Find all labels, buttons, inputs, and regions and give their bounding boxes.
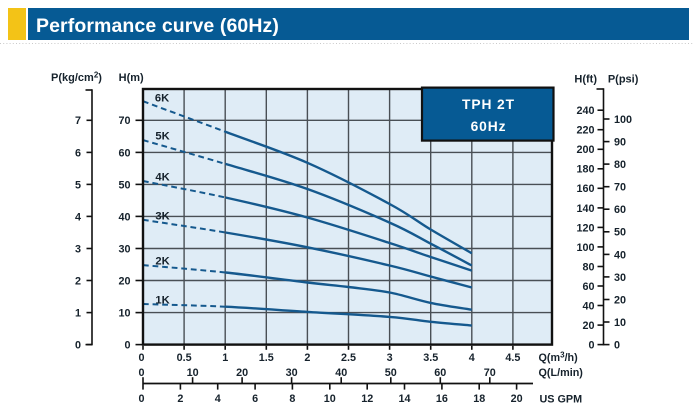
svg-text:10: 10: [324, 393, 336, 405]
svg-text:90: 90: [614, 137, 626, 149]
svg-text:0: 0: [138, 367, 144, 379]
svg-text:50: 50: [118, 179, 130, 191]
svg-text:5: 5: [75, 179, 81, 191]
svg-text:50: 50: [385, 367, 397, 379]
svg-text:TPH 2T: TPH 2T: [462, 97, 515, 112]
svg-text:140: 140: [576, 203, 594, 215]
svg-text:80: 80: [582, 261, 594, 273]
svg-text:20: 20: [511, 393, 523, 405]
svg-text:40: 40: [335, 367, 347, 379]
svg-text:10: 10: [614, 317, 626, 329]
svg-text:70: 70: [614, 182, 626, 194]
svg-text:0: 0: [138, 352, 144, 364]
svg-text:3.5: 3.5: [423, 352, 438, 364]
svg-text:60: 60: [434, 367, 446, 379]
svg-text:120: 120: [576, 222, 594, 234]
svg-text:3: 3: [387, 352, 393, 364]
svg-text:0: 0: [614, 340, 620, 352]
svg-text:20: 20: [614, 294, 626, 306]
svg-text:1K: 1K: [155, 295, 169, 307]
svg-text:0: 0: [138, 393, 144, 405]
svg-text:4: 4: [215, 393, 221, 405]
svg-text:3K: 3K: [155, 210, 169, 222]
svg-text:100: 100: [614, 114, 632, 126]
svg-text:10: 10: [187, 367, 199, 379]
svg-text:8: 8: [289, 393, 295, 405]
svg-text:1: 1: [75, 308, 81, 320]
svg-text:2: 2: [75, 275, 81, 287]
svg-text:6K: 6K: [155, 92, 169, 104]
svg-text:4K: 4K: [155, 172, 169, 184]
svg-text:220: 220: [576, 125, 594, 137]
svg-text:3: 3: [75, 243, 81, 255]
svg-text:70: 70: [118, 115, 130, 127]
svg-text:200: 200: [576, 144, 594, 156]
svg-text:4: 4: [469, 352, 475, 364]
svg-text:20: 20: [582, 320, 594, 332]
svg-text:2K: 2K: [155, 256, 169, 268]
svg-text:20: 20: [118, 275, 130, 287]
svg-text:30: 30: [286, 367, 298, 379]
svg-text:240: 240: [576, 105, 594, 117]
svg-text:160: 160: [576, 183, 594, 195]
svg-text:20: 20: [236, 367, 248, 379]
svg-text:60: 60: [582, 281, 594, 293]
svg-text:0: 0: [75, 340, 81, 352]
svg-text:14: 14: [398, 393, 410, 405]
svg-text:10: 10: [118, 308, 130, 320]
svg-text:16: 16: [436, 393, 448, 405]
svg-text:6: 6: [75, 147, 81, 159]
svg-text:40: 40: [582, 300, 594, 312]
svg-text:12: 12: [361, 393, 373, 405]
svg-text:18: 18: [473, 393, 485, 405]
svg-text:H(m): H(m): [119, 72, 144, 84]
svg-text:80: 80: [614, 159, 626, 171]
svg-text:60Hz: 60Hz: [471, 119, 507, 134]
svg-text:0: 0: [124, 340, 130, 352]
svg-text:2: 2: [304, 352, 310, 364]
svg-text:40: 40: [118, 211, 130, 223]
svg-text:2.5: 2.5: [341, 352, 356, 364]
svg-text:30: 30: [614, 272, 626, 284]
svg-text:40: 40: [614, 249, 626, 261]
svg-text:US GPM: US GPM: [540, 393, 583, 405]
svg-text:4: 4: [75, 211, 81, 223]
svg-text:P(kg/cm2): P(kg/cm2): [51, 71, 102, 85]
svg-text:30: 30: [118, 243, 130, 255]
svg-text:Q(m3/h): Q(m3/h): [539, 350, 579, 364]
svg-text:50: 50: [614, 227, 626, 239]
svg-text:P(psi): P(psi): [608, 74, 639, 86]
svg-text:60: 60: [118, 147, 130, 159]
svg-text:5K: 5K: [155, 131, 169, 143]
svg-text:7: 7: [75, 115, 81, 127]
svg-text:180: 180: [576, 164, 594, 176]
svg-text:H(ft): H(ft): [574, 74, 597, 86]
svg-text:2: 2: [177, 393, 183, 405]
svg-text:4.5: 4.5: [505, 352, 520, 364]
svg-text:70: 70: [484, 367, 496, 379]
svg-text:1.5: 1.5: [259, 352, 274, 364]
svg-text:Q(L/min): Q(L/min): [539, 367, 584, 379]
svg-text:100: 100: [576, 242, 594, 254]
svg-text:6: 6: [252, 393, 258, 405]
svg-text:60: 60: [614, 204, 626, 216]
svg-text:0.5: 0.5: [177, 352, 192, 364]
svg-text:0: 0: [588, 340, 594, 352]
svg-text:1: 1: [222, 352, 228, 364]
